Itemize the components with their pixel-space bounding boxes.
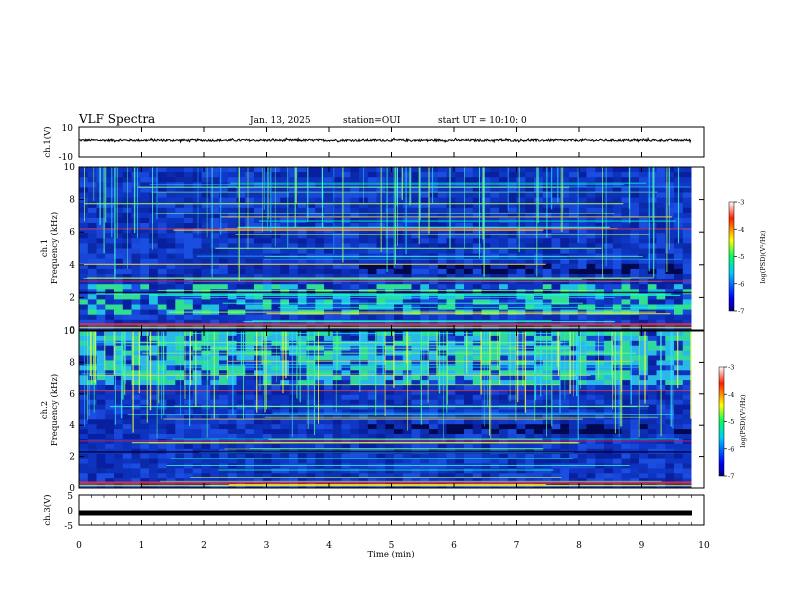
ch2-colorbar-tick--7: -7 <box>728 473 734 481</box>
time-tick-9: 9 <box>639 541 645 551</box>
time-tick-10: 10 <box>698 541 710 551</box>
ch1-channel-label: ch.1 <box>40 239 50 257</box>
figure-title: VLF Spectra <box>78 112 155 126</box>
ch2-freq-tick-10: 10 <box>64 327 76 337</box>
ch2-freq-ticks: 0 2 4 6 8 10 <box>64 327 704 494</box>
ch1-colorbar-tick--6: -6 <box>738 280 744 288</box>
ch2-freq-tick-4: 4 <box>69 421 75 431</box>
ch1-colorbar-tick--5: -5 <box>738 253 744 261</box>
ch1-freq-tick-8: 8 <box>69 196 75 206</box>
ch3-ytick-bottom: -5 <box>64 522 73 532</box>
station-label: station=OUI <box>343 116 401 126</box>
ch1-colorbar: -3 -4 -5 -6 -7 log(PSD)(V²/Hz) <box>728 199 767 316</box>
date-label: Jan. 13, 2025 <box>249 116 311 126</box>
ch1-freq-tick-6: 6 <box>69 228 75 238</box>
time-tick-3: 3 <box>264 541 270 551</box>
ch1-colorbar-label: log(PSD)(V²/Hz) <box>759 230 767 283</box>
ch2-colorbar-tick--5: -5 <box>728 418 734 426</box>
time-tick-1: 1 <box>139 541 145 551</box>
ch1-freq-tick-0: 0 <box>69 326 75 336</box>
ch2-colorbar-tick--6: -6 <box>728 445 734 453</box>
ch2-freq-tick-6: 6 <box>69 390 75 400</box>
ch1-waveform-ylabel: ch.1(V) <box>42 126 53 157</box>
ch1-freq-ticks: 0 2 4 6 8 10 <box>64 163 704 336</box>
time-axis-ticks <box>78 127 705 525</box>
ch2-freq-tick-8: 8 <box>69 358 75 368</box>
ch1-colorbar-tick--3: -3 <box>738 199 744 207</box>
ch1-spectrogram-panel: 0 2 4 6 8 10 ch.1 Frequency (kHz) <box>40 163 705 336</box>
time-tick-4: 4 <box>326 541 332 551</box>
ch2-freq-axis-label: Frequency (kHz) <box>49 374 60 446</box>
time-tick-6: 6 <box>451 541 457 551</box>
ch2-colorbar-scale <box>718 366 725 477</box>
ch2-freq-tick-0: 0 <box>69 484 75 494</box>
ch1-spectrogram-image <box>79 167 704 330</box>
ch3-ytick-mid: 0 <box>67 507 73 517</box>
ch2-colorbar-label: log(PSD)(V²/Hz) <box>739 394 747 447</box>
ch2-colorbar-tick--4: -4 <box>728 391 734 399</box>
ch1-colorbar-tick--7: -7 <box>738 308 744 316</box>
ch1-freq-tick-10: 10 <box>64 163 76 173</box>
ch3-ytick-top: 5 <box>67 492 73 502</box>
ch1-colorbar-scale <box>728 201 735 312</box>
ch1-freq-axis-label: Frequency (kHz) <box>49 212 60 284</box>
ch2-colorbar: -3 -4 -5 -6 -7 log(PSD)(V²/Hz) <box>718 364 747 481</box>
ch1-freq-tick-2: 2 <box>69 293 75 303</box>
start-time-label: start UT = 10:10: 0 <box>438 116 527 126</box>
time-tick-5: 5 <box>389 541 395 551</box>
ch1-colorbar-tick--4: -4 <box>738 226 744 234</box>
ch3-waveform-trace <box>79 510 692 516</box>
ch3-waveform-ylabel: ch.3(V) <box>42 494 53 525</box>
time-tick-0: 0 <box>76 541 82 551</box>
ch2-freq-tick-2: 2 <box>69 453 75 463</box>
time-axis-label: Time (min) <box>367 549 414 560</box>
time-tick-8: 8 <box>576 541 582 551</box>
ch2-spectrogram-image <box>79 331 704 488</box>
ch2-spectrogram-panel: 0 2 4 6 8 10 ch.2 Frequency (kHz) <box>40 327 705 494</box>
ch1-waveform-trace <box>78 136 692 144</box>
time-axis-labels: 0 1 2 3 4 5 6 7 8 9 10 <box>76 541 710 551</box>
ch1-ytick-bottom: -10 <box>59 153 74 163</box>
ch2-colorbar-tick--3: -3 <box>728 364 734 372</box>
ch1-freq-tick-4: 4 <box>69 261 75 271</box>
time-tick-2: 2 <box>201 541 207 551</box>
ch1-ytick-top: 10 <box>62 124 74 134</box>
time-tick-7: 7 <box>514 541 520 551</box>
ch2-channel-label: ch.2 <box>40 401 50 419</box>
